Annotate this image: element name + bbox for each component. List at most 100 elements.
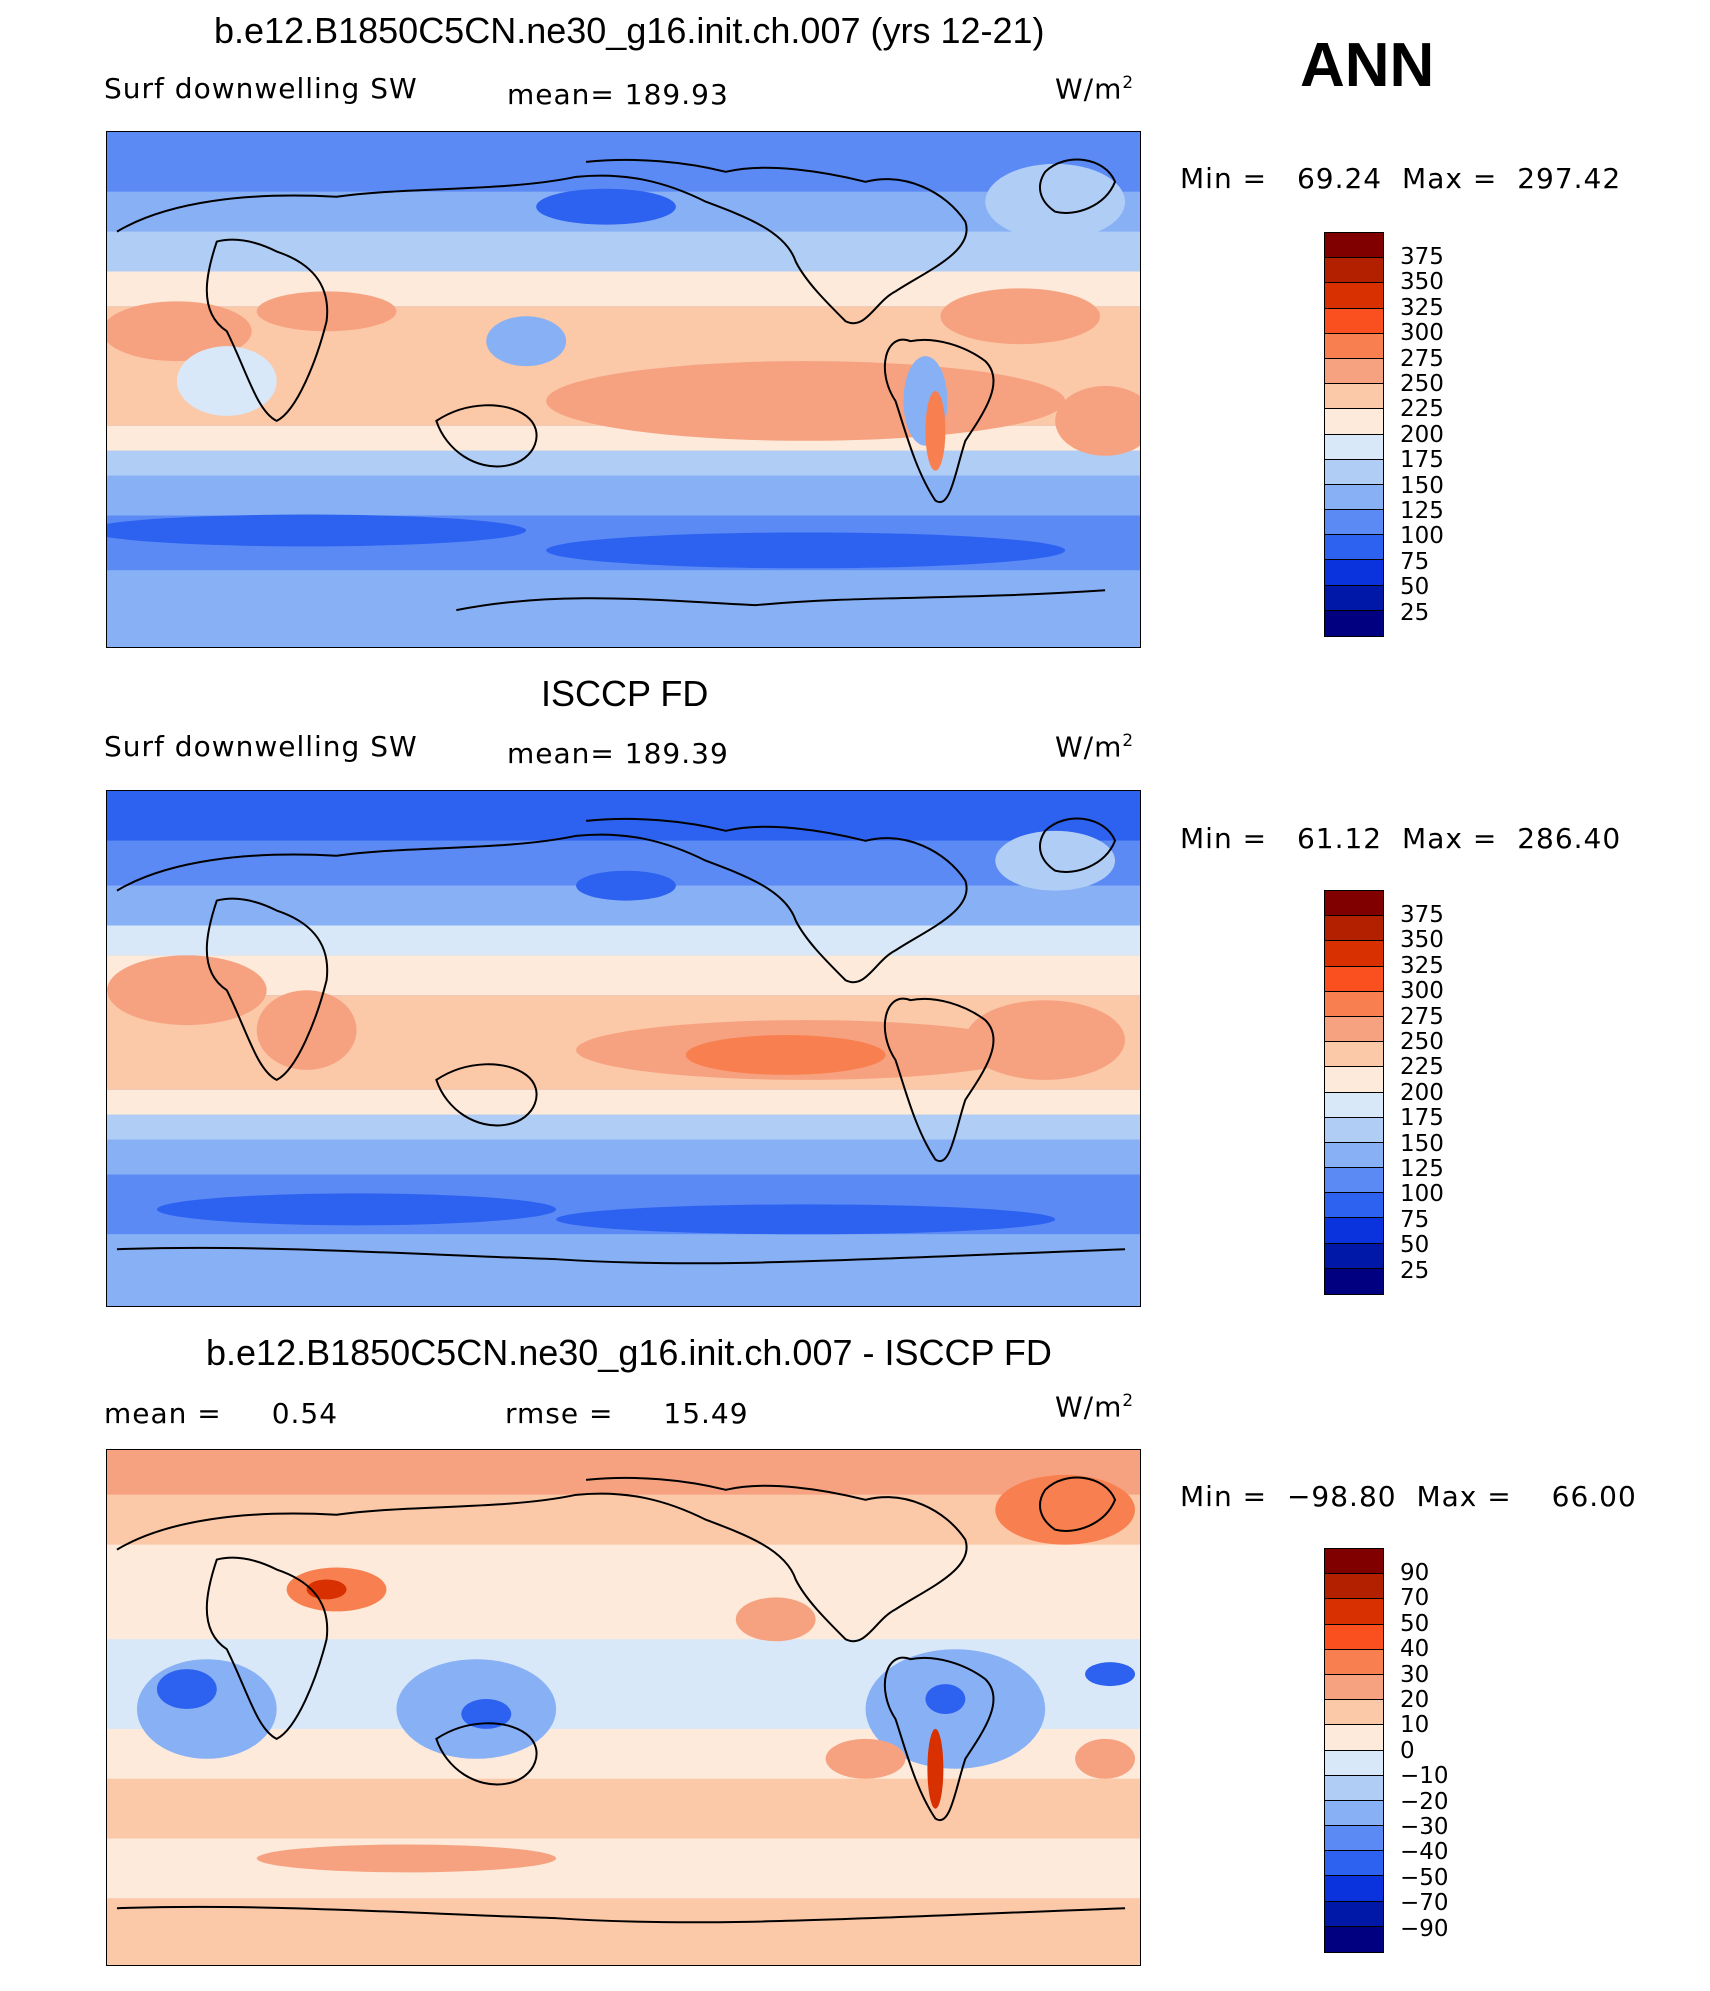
panel-1-max-label: Max = xyxy=(1402,162,1498,195)
colorbar-level-label: −40 xyxy=(1400,1839,1449,1866)
colorbar-level-label: 0 xyxy=(1400,1737,1415,1764)
panel-3-mean: mean = 0.54 xyxy=(104,1397,338,1430)
colorbar-swatch xyxy=(1325,434,1383,460)
colorbar-swatch xyxy=(1325,1649,1383,1675)
colorbar-swatch xyxy=(1325,1193,1383,1219)
colorbar-level-label: 150 xyxy=(1400,472,1444,499)
colorbar-level-label: 325 xyxy=(1400,952,1444,979)
panel-2-colorbar-labels: 375 350 325 300 275 250 225 200 175 150 125 100 75 50… xyxy=(1400,902,1444,1284)
colorbar-swatch xyxy=(1325,585,1383,611)
panel-3-max-value: 66.00 xyxy=(1551,1480,1637,1513)
panel-1-units-exp: 2 xyxy=(1122,72,1135,92)
colorbar-swatch xyxy=(1325,1700,1383,1726)
colorbar-swatch xyxy=(1325,459,1383,485)
colorbar-swatch xyxy=(1325,1549,1383,1575)
colorbar-swatch xyxy=(1325,560,1383,586)
colorbar-swatch xyxy=(1325,333,1383,359)
colorbar-swatch xyxy=(1325,1574,1383,1600)
panel-3-rmse-label: rmse = xyxy=(505,1397,614,1430)
colorbar-swatch xyxy=(1325,1775,1383,1801)
panel-3-units: W/m2 xyxy=(1055,1390,1134,1423)
colorbar-level-label: 20 xyxy=(1400,1687,1430,1714)
colorbar-swatch xyxy=(1325,484,1383,511)
colorbar-swatch xyxy=(1325,1901,1383,1927)
panel-2-units-base: W/m xyxy=(1055,730,1123,764)
colorbar-level-label: 250 xyxy=(1400,371,1444,398)
colorbar-swatch xyxy=(1325,916,1383,942)
colorbar-swatch xyxy=(1325,308,1383,334)
panel-1-colorbar xyxy=(1324,232,1384,637)
colorbar-level-label: −30 xyxy=(1400,1814,1449,1841)
colorbar-level-label: 300 xyxy=(1400,978,1444,1005)
panel-2-max-label: Max = xyxy=(1402,822,1498,855)
colorbar-level-label: 275 xyxy=(1400,1003,1444,1030)
colorbar-level-label: −90 xyxy=(1400,1915,1449,1942)
colorbar-level-label: 50 xyxy=(1400,574,1430,601)
colorbar-swatch xyxy=(1325,1851,1383,1877)
colorbar-swatch xyxy=(1325,258,1383,284)
colorbar-swatch xyxy=(1325,966,1383,992)
colorbar-swatch xyxy=(1325,1876,1383,1902)
colorbar-level-label: 75 xyxy=(1400,1206,1430,1233)
colorbar-level-label: 70 xyxy=(1400,1585,1430,1612)
colorbar-level-label: 125 xyxy=(1400,498,1444,525)
colorbar-level-label: −10 xyxy=(1400,1763,1449,1790)
panel-3-map-svg xyxy=(107,1450,1140,1965)
colorbar-level-label: 100 xyxy=(1400,523,1444,550)
panel-2-min-label: Min = xyxy=(1180,822,1268,855)
panel-2-units-exp: 2 xyxy=(1122,730,1135,750)
colorbar-swatch xyxy=(1325,1800,1383,1827)
colorbar-swatch xyxy=(1325,1016,1383,1043)
colorbar-level-label: −70 xyxy=(1400,1890,1449,1917)
colorbar-level-label: 125 xyxy=(1400,1156,1444,1183)
panel-1-title: b.e12.B1850C5CN.ne30_g16.init.ch.007 (yr… xyxy=(214,10,1045,51)
colorbar-swatch xyxy=(1325,535,1383,561)
colorbar-swatch xyxy=(1325,233,1383,259)
panel-3-mean-label: mean = xyxy=(104,1397,222,1430)
panel-2-min-value: 61.12 xyxy=(1296,822,1383,855)
season-label: ANN xyxy=(1300,31,1435,100)
panel-3-title: b.e12.B1850C5CN.ne30_g16.init.ch.007 - I… xyxy=(206,1332,1052,1373)
panel-2-map-svg xyxy=(107,791,1140,1306)
colorbar-swatch xyxy=(1325,510,1383,536)
colorbar-level-label: 350 xyxy=(1400,927,1444,954)
colorbar-level-label: 10 xyxy=(1400,1712,1430,1739)
colorbar-swatch xyxy=(1325,891,1383,917)
colorbar-level-label: 225 xyxy=(1400,1054,1444,1081)
panel-1-units-base: W/m xyxy=(1055,72,1123,106)
colorbar-swatch xyxy=(1325,1826,1383,1852)
colorbar-level-label: 175 xyxy=(1400,1105,1444,1132)
colorbar-level-label: 100 xyxy=(1400,1181,1444,1208)
panel-1-max-value: 297.42 xyxy=(1517,162,1622,195)
panel-3-rmse-value: 15.49 xyxy=(663,1397,749,1430)
colorbar-level-label: 50 xyxy=(1400,1232,1430,1259)
colorbar-level-label: 50 xyxy=(1400,1610,1430,1637)
panel-3-min-label: Min = xyxy=(1180,1480,1268,1513)
colorbar-level-label: 90 xyxy=(1400,1560,1430,1586)
colorbar-swatch xyxy=(1325,1674,1383,1701)
panel-2-mean-value: 189.39 xyxy=(624,737,729,770)
colorbar-swatch xyxy=(1325,1926,1383,1952)
panel-3-units-base: W/m xyxy=(1055,1390,1123,1424)
panel-2-colorbar xyxy=(1324,890,1384,1295)
panel-1-mean-label: mean= xyxy=(507,78,615,111)
panel-3-minmax: Min = −98.80 Max = 66.00 xyxy=(1180,1480,1637,1513)
colorbar-level-label: 275 xyxy=(1400,345,1444,372)
colorbar-level-label: 75 xyxy=(1400,548,1430,575)
colorbar-level-label: 25 xyxy=(1400,1257,1430,1284)
colorbar-level-label: −20 xyxy=(1400,1788,1449,1815)
colorbar-swatch xyxy=(1325,358,1383,385)
colorbar-swatch xyxy=(1325,1218,1383,1244)
colorbar-level-label: 225 xyxy=(1400,396,1444,423)
colorbar-swatch xyxy=(1325,1168,1383,1194)
panel-3-mean-value: 0.54 xyxy=(271,1397,339,1430)
panel-1-mean: mean= 189.93 xyxy=(507,78,729,111)
colorbar-swatch xyxy=(1325,1117,1383,1143)
panel-2-mean-label: mean= xyxy=(507,737,615,770)
colorbar-level-label: −50 xyxy=(1400,1864,1449,1891)
panel-3-colorbar xyxy=(1324,1548,1384,1953)
colorbar-level-label: 200 xyxy=(1400,1079,1444,1106)
colorbar-level-label: 375 xyxy=(1400,244,1444,270)
colorbar-swatch xyxy=(1325,409,1383,435)
colorbar-swatch xyxy=(1325,1750,1383,1776)
